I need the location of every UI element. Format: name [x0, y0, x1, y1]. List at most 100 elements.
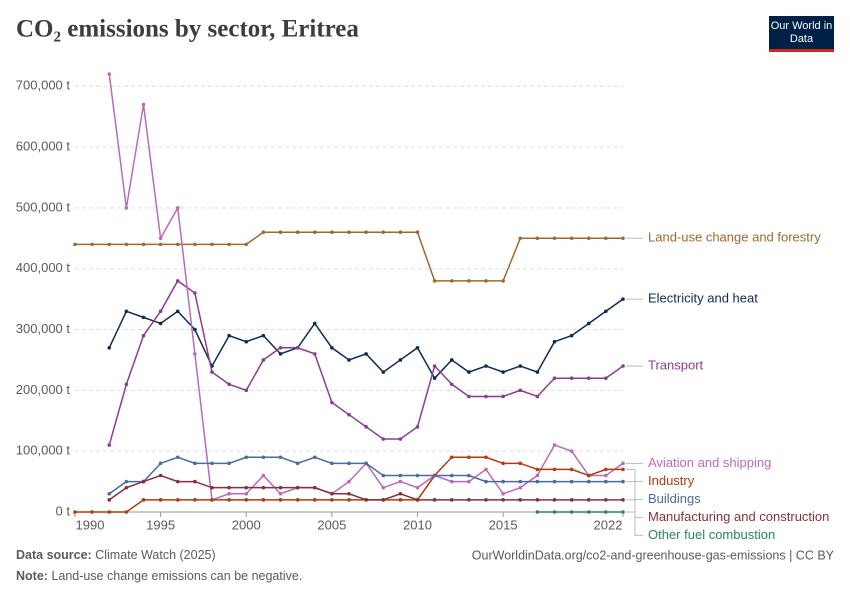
point	[193, 291, 197, 295]
point	[278, 491, 283, 496]
x-tick-label: 2022	[594, 517, 623, 532]
point	[295, 498, 300, 502]
point	[569, 236, 574, 241]
logo-frame: Our World in Data	[770, 20, 833, 45]
point	[586, 479, 591, 484]
point	[73, 510, 77, 514]
point	[535, 510, 540, 514]
point	[364, 352, 368, 356]
series-line	[108, 474, 623, 501]
point	[518, 236, 523, 241]
point	[518, 364, 523, 368]
point	[193, 242, 197, 247]
logo-text: Our World in Data	[770, 20, 833, 45]
point	[415, 230, 420, 235]
point	[175, 498, 180, 502]
point	[347, 498, 351, 502]
point	[501, 479, 505, 484]
point	[484, 394, 488, 399]
point	[278, 230, 283, 235]
point	[193, 498, 197, 502]
point	[569, 333, 574, 338]
point	[227, 461, 231, 466]
point	[586, 236, 591, 241]
point	[604, 376, 608, 380]
source: Data source: Climate Watch (2025)	[16, 548, 216, 562]
point	[295, 230, 300, 235]
point	[467, 473, 471, 478]
y-tick-label: 600,000 t	[16, 139, 71, 154]
y-tick-label: 400,000 t	[16, 260, 71, 275]
point	[518, 479, 523, 484]
point	[432, 376, 437, 380]
point	[107, 510, 112, 514]
point	[330, 345, 334, 350]
legend-label: Transport	[648, 357, 704, 372]
point	[158, 236, 163, 241]
point	[552, 498, 557, 502]
point	[535, 236, 540, 241]
point	[484, 364, 488, 368]
point	[518, 461, 523, 466]
point	[107, 498, 112, 502]
series-line	[108, 298, 624, 380]
legend-connector	[626, 468, 643, 482]
legend-connector	[626, 511, 643, 536]
note: Note: Land-use change emissions can be n…	[16, 569, 302, 583]
point	[621, 510, 625, 514]
series-line	[75, 231, 623, 282]
point	[501, 491, 505, 496]
point	[261, 498, 266, 502]
point	[244, 242, 249, 247]
point	[381, 437, 386, 441]
point	[124, 206, 129, 210]
point	[467, 479, 471, 484]
point	[347, 491, 351, 496]
point	[227, 498, 231, 502]
point	[312, 485, 317, 490]
point	[552, 376, 557, 380]
point	[535, 479, 540, 484]
point	[107, 242, 112, 247]
point	[107, 72, 112, 76]
point	[449, 382, 454, 387]
point	[158, 498, 163, 502]
point	[381, 473, 386, 478]
point	[227, 333, 231, 338]
point	[261, 333, 266, 338]
point	[621, 364, 625, 368]
point	[398, 473, 403, 478]
point	[432, 279, 437, 283]
point	[467, 498, 471, 502]
point	[210, 485, 214, 490]
point	[141, 102, 146, 107]
y-tick-label: 300,000 t	[16, 321, 71, 336]
point	[330, 230, 334, 235]
point	[210, 461, 214, 466]
point	[604, 309, 608, 314]
point	[124, 382, 129, 387]
point	[364, 425, 368, 429]
point	[90, 510, 94, 514]
point	[158, 309, 163, 314]
point	[552, 510, 557, 514]
point	[175, 279, 180, 283]
point	[535, 467, 540, 472]
point	[415, 485, 420, 490]
point	[604, 236, 608, 241]
point	[398, 437, 403, 441]
point	[73, 242, 77, 247]
point	[501, 394, 505, 399]
legend-connector	[626, 499, 643, 518]
point	[569, 467, 574, 472]
y-tick-label: 200,000 t	[16, 382, 71, 397]
point	[175, 455, 180, 460]
point	[415, 498, 420, 502]
source-text: Climate Watch (2025)	[95, 548, 215, 562]
point	[398, 491, 403, 496]
point	[501, 498, 505, 502]
point	[330, 498, 334, 502]
point	[193, 352, 197, 356]
point	[278, 485, 283, 490]
point	[158, 473, 163, 478]
